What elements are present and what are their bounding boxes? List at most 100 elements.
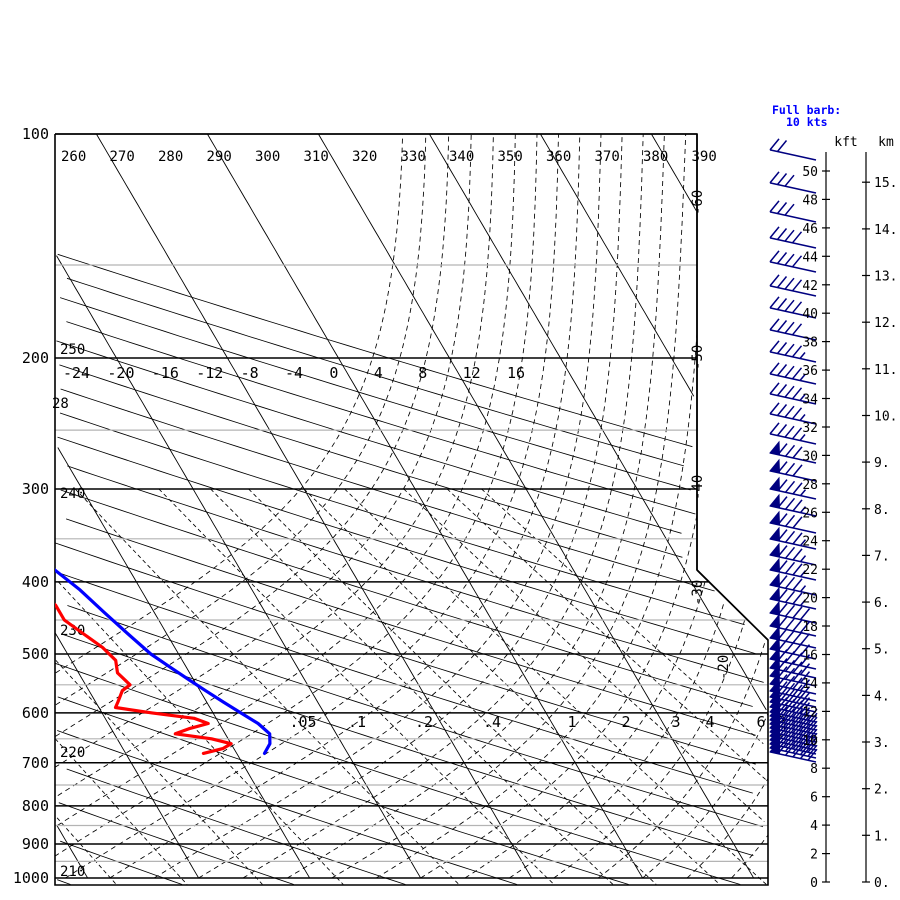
mixing-ratio-labels: .05 .1 .2 .4 1 2 3 4 6 [289, 713, 765, 731]
pressure-tick-200: 200 [22, 349, 49, 367]
dewpoint-trace [55, 602, 233, 756]
temp-tick--16: -16 [152, 364, 179, 382]
km-tick-6.: 6. [874, 596, 890, 611]
kft-tick-2: 2 [810, 848, 818, 863]
theta-left-label-230: 230 [60, 623, 85, 639]
km-tick-13.: 13. [874, 270, 897, 285]
wind-barb [769, 402, 817, 425]
mixing-ratio-label-.2: .2 [415, 713, 433, 731]
mixing-ratio-label-2: 2 [621, 713, 630, 731]
right-isotherm-labels: -60-50-40-30-20-10 [690, 190, 789, 740]
theta-left-label-210: 210 [60, 864, 85, 880]
kft-tick-26: 26 [802, 506, 818, 521]
wind-barb [769, 138, 817, 161]
wind-barb [769, 250, 817, 273]
right-isotherm-label--20: -20 [716, 655, 732, 680]
barb-key-line1: Full barb: [772, 103, 842, 117]
wind-barb [769, 296, 817, 319]
wind-barb [769, 274, 817, 297]
pressure-tick-500: 500 [22, 645, 49, 663]
wind-barb [769, 526, 817, 550]
kft-tick-50: 50 [802, 165, 818, 180]
kft-tick-32: 32 [802, 421, 818, 436]
pressure-tick-300: 300 [22, 480, 49, 498]
temp-tick--12: -12 [196, 364, 223, 382]
theta-labels: 260 270 280 290 300 310 320 330 340 350 360 370 380 3… [52, 149, 717, 880]
theta-left-label-220: 220 [60, 745, 85, 761]
theta-left-label-28: 28 [52, 396, 69, 412]
temp-tick--4: -4 [285, 364, 303, 382]
right-isotherm-label--30: -30 [690, 580, 706, 605]
kft-tick-30: 30 [802, 449, 818, 464]
wind-barb [769, 171, 817, 194]
pressure-tick-400: 400 [22, 573, 49, 591]
wind-barb [769, 458, 817, 482]
kft-tick-8: 8 [810, 762, 818, 777]
kft-tick-28: 28 [802, 478, 818, 493]
kft-tick-46: 46 [802, 222, 818, 237]
plot-frame [54, 133, 769, 886]
height-kft-axis: 0246810121416182022242628303234363840424… [802, 152, 830, 891]
mixing-ratio-label-.05: .05 [289, 713, 316, 731]
kft-tick-14: 14 [802, 677, 818, 692]
kft-tick-10: 10 [802, 734, 818, 749]
temp-tick-8: 8 [418, 364, 427, 382]
theta-top-label-260: 260 [61, 149, 86, 165]
wind-barb-column [769, 138, 818, 763]
theta-top-label-350: 350 [498, 149, 523, 165]
kft-tick-44: 44 [802, 250, 818, 265]
barb-key-line2: 10 kts [786, 115, 828, 129]
temperature-tick-labels: -24 -20 -16 -12 -8 -4 0 4 8 12 16 [63, 364, 525, 382]
theta-top-label-280: 280 [158, 149, 183, 165]
km-tick-5.: 5. [874, 643, 890, 658]
kft-axis-title: kft [834, 135, 857, 150]
kft-tick-6: 6 [810, 791, 818, 806]
km-tick-3.: 3. [874, 736, 890, 751]
km-tick-12.: 12. [874, 316, 897, 331]
wind-barb [769, 600, 817, 624]
pressure-tick-800: 800 [22, 797, 49, 815]
theta-top-label-310: 310 [304, 149, 329, 165]
theta-top-label-270: 270 [110, 149, 135, 165]
wind-barb [769, 382, 817, 405]
km-tick-14.: 14. [874, 223, 897, 238]
pressure-tick-900: 900 [22, 835, 49, 853]
mixing-ratio-label-.4: .4 [483, 713, 501, 731]
kft-tick-38: 38 [802, 336, 818, 351]
wind-barb [769, 476, 817, 500]
dry-adiabat-lines [54, 253, 764, 885]
kft-tick-12: 12 [802, 705, 818, 720]
theta-top-label-300: 300 [255, 149, 280, 165]
wind-barb [769, 613, 817, 637]
kft-tick-16: 16 [802, 649, 818, 664]
wind-barb [769, 200, 817, 223]
pressure-tick-100: 100 [22, 125, 49, 143]
wind-barb [769, 735, 818, 759]
temp-tick-12: 12 [463, 364, 481, 382]
theta-top-label-290: 290 [207, 149, 232, 165]
km-tick-8.: 8. [874, 503, 890, 518]
wind-barb [769, 318, 817, 341]
wind-barb [769, 586, 817, 610]
km-tick-1.: 1. [874, 829, 890, 844]
theta-left-label-240: 240 [60, 486, 85, 502]
temp-tick-4: 4 [374, 364, 383, 382]
temp-tick--20: -20 [107, 364, 134, 382]
kft-tick-22: 22 [802, 563, 818, 578]
km-axis-title: km [878, 135, 894, 150]
temperature-trace [55, 568, 272, 756]
mixing-ratio-label-3: 3 [671, 713, 680, 731]
temp-tick-0: 0 [329, 364, 338, 382]
height-km-axis: 0. 1. 2. 3. 4. 5. 6. 7. 8. 9. 10. 11. 12. 13. 14. 15. [862, 152, 897, 891]
wind-barb [769, 542, 817, 566]
wind-barb [769, 440, 817, 464]
kft-tick-42: 42 [802, 279, 818, 294]
mixing-ratio-label-6: 6 [756, 713, 765, 731]
kft-tick-40: 40 [802, 307, 818, 322]
km-tick-11.: 11. [874, 363, 897, 378]
kft-tick-36: 36 [802, 364, 818, 379]
wind-barb [769, 340, 817, 363]
wind-barb [769, 422, 817, 445]
